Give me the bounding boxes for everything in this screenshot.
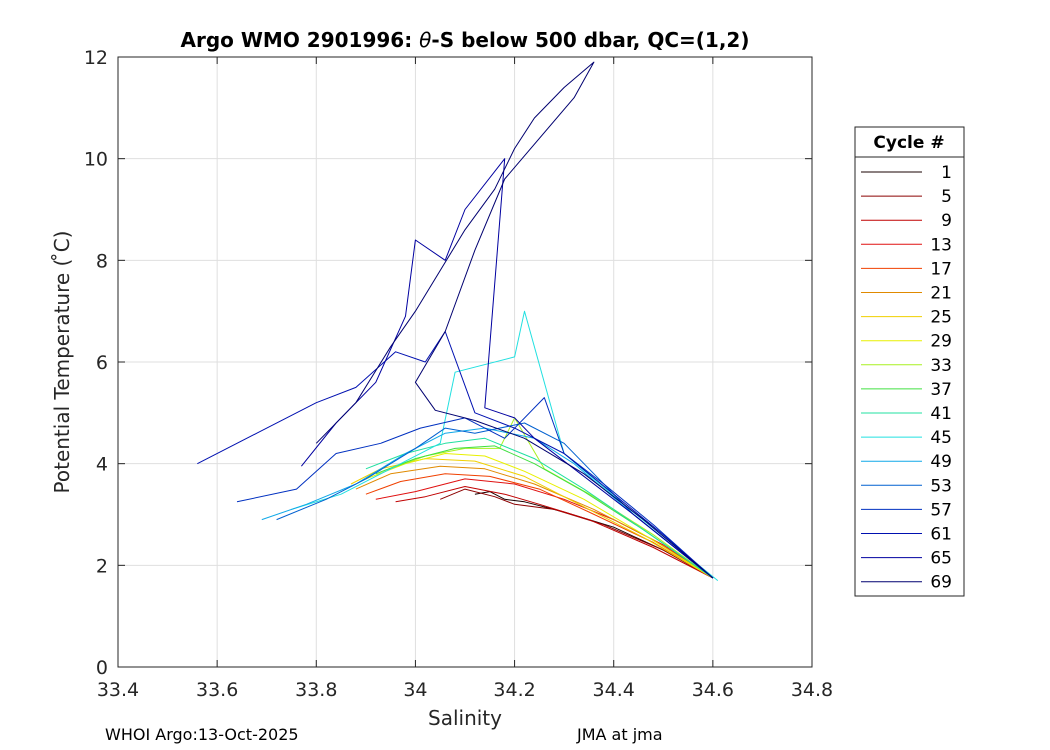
y-tick-label: 4 [96, 454, 108, 476]
legend-label-69: 69 [930, 573, 952, 593]
legend: Cycle # 1 5 9 13 17 21 25 29 33 37 41 45 49 53 57 61 65 6… [854, 126, 965, 597]
footer-credit: WHOI Argo:13-Oct-2025 [105, 725, 299, 744]
legend-label-1: 1 [941, 163, 952, 183]
series-line-9 [395, 486, 714, 579]
footer-source: JMA at jma [577, 725, 663, 744]
legend-label-29: 29 [930, 332, 952, 352]
legend-label-37: 37 [930, 380, 952, 400]
x-tick-label: 34.2 [493, 679, 535, 701]
legend-label-17: 17 [930, 259, 952, 279]
legend-label-21: 21 [930, 284, 952, 304]
series-line-53 [276, 422, 714, 579]
legend-title: Cycle # [873, 133, 944, 153]
legend-box [854, 126, 965, 597]
series-line-45 [291, 310, 719, 581]
y-axis-label: Potential Temperature ( ̊C) [50, 231, 74, 494]
y-tick-label: 0 [96, 657, 108, 679]
x-axis-label: Salinity [428, 706, 502, 730]
x-tick-label: 34 [403, 679, 427, 701]
chart-title: Argo WMO 2901996: θ-S below 500 dbar, QC… [181, 28, 750, 52]
y-tick-label: 8 [96, 250, 108, 272]
series-layer [197, 61, 719, 581]
x-tick-label: 33.6 [196, 679, 238, 701]
legend-label-9: 9 [941, 211, 952, 231]
series-line-41 [365, 437, 714, 579]
y-tick-label: 2 [96, 555, 108, 577]
series-line-57 [236, 397, 714, 579]
axis-ticks: 33.4 33.6 33.8 34 34.2 34.4 34.6 34.8 0 2 4 6 8 10 12 [84, 47, 833, 701]
legend-label-53: 53 [930, 476, 952, 496]
series-line-5 [440, 488, 714, 579]
legend-label-57: 57 [930, 500, 952, 520]
legend-label-45: 45 [930, 428, 952, 448]
legend-entries: 1 5 9 13 17 21 25 29 33 37 41 45 49 53 57 61 65 69 [861, 163, 952, 593]
legend-label-49: 49 [930, 452, 952, 472]
x-tick-label: 34.4 [593, 679, 635, 701]
series-line-29 [365, 453, 714, 579]
y-tick-label: 6 [96, 352, 108, 374]
legend-label-33: 33 [930, 356, 952, 376]
y-tick-label: 10 [84, 149, 108, 171]
legend-label-41: 41 [930, 404, 952, 424]
series-line-25 [350, 458, 714, 579]
legend-label-65: 65 [930, 549, 952, 569]
legend-label-25: 25 [930, 308, 952, 328]
x-tick-label: 34.6 [692, 679, 734, 701]
x-tick-label: 33.4 [97, 679, 139, 701]
x-tick-label: 34.8 [791, 679, 833, 701]
y-tick-label: 12 [84, 47, 108, 69]
series-line-69 [315, 61, 714, 579]
legend-label-61: 61 [930, 525, 952, 545]
legend-label-5: 5 [941, 187, 952, 207]
legend-label-13: 13 [930, 235, 952, 255]
x-tick-label: 33.8 [295, 679, 337, 701]
